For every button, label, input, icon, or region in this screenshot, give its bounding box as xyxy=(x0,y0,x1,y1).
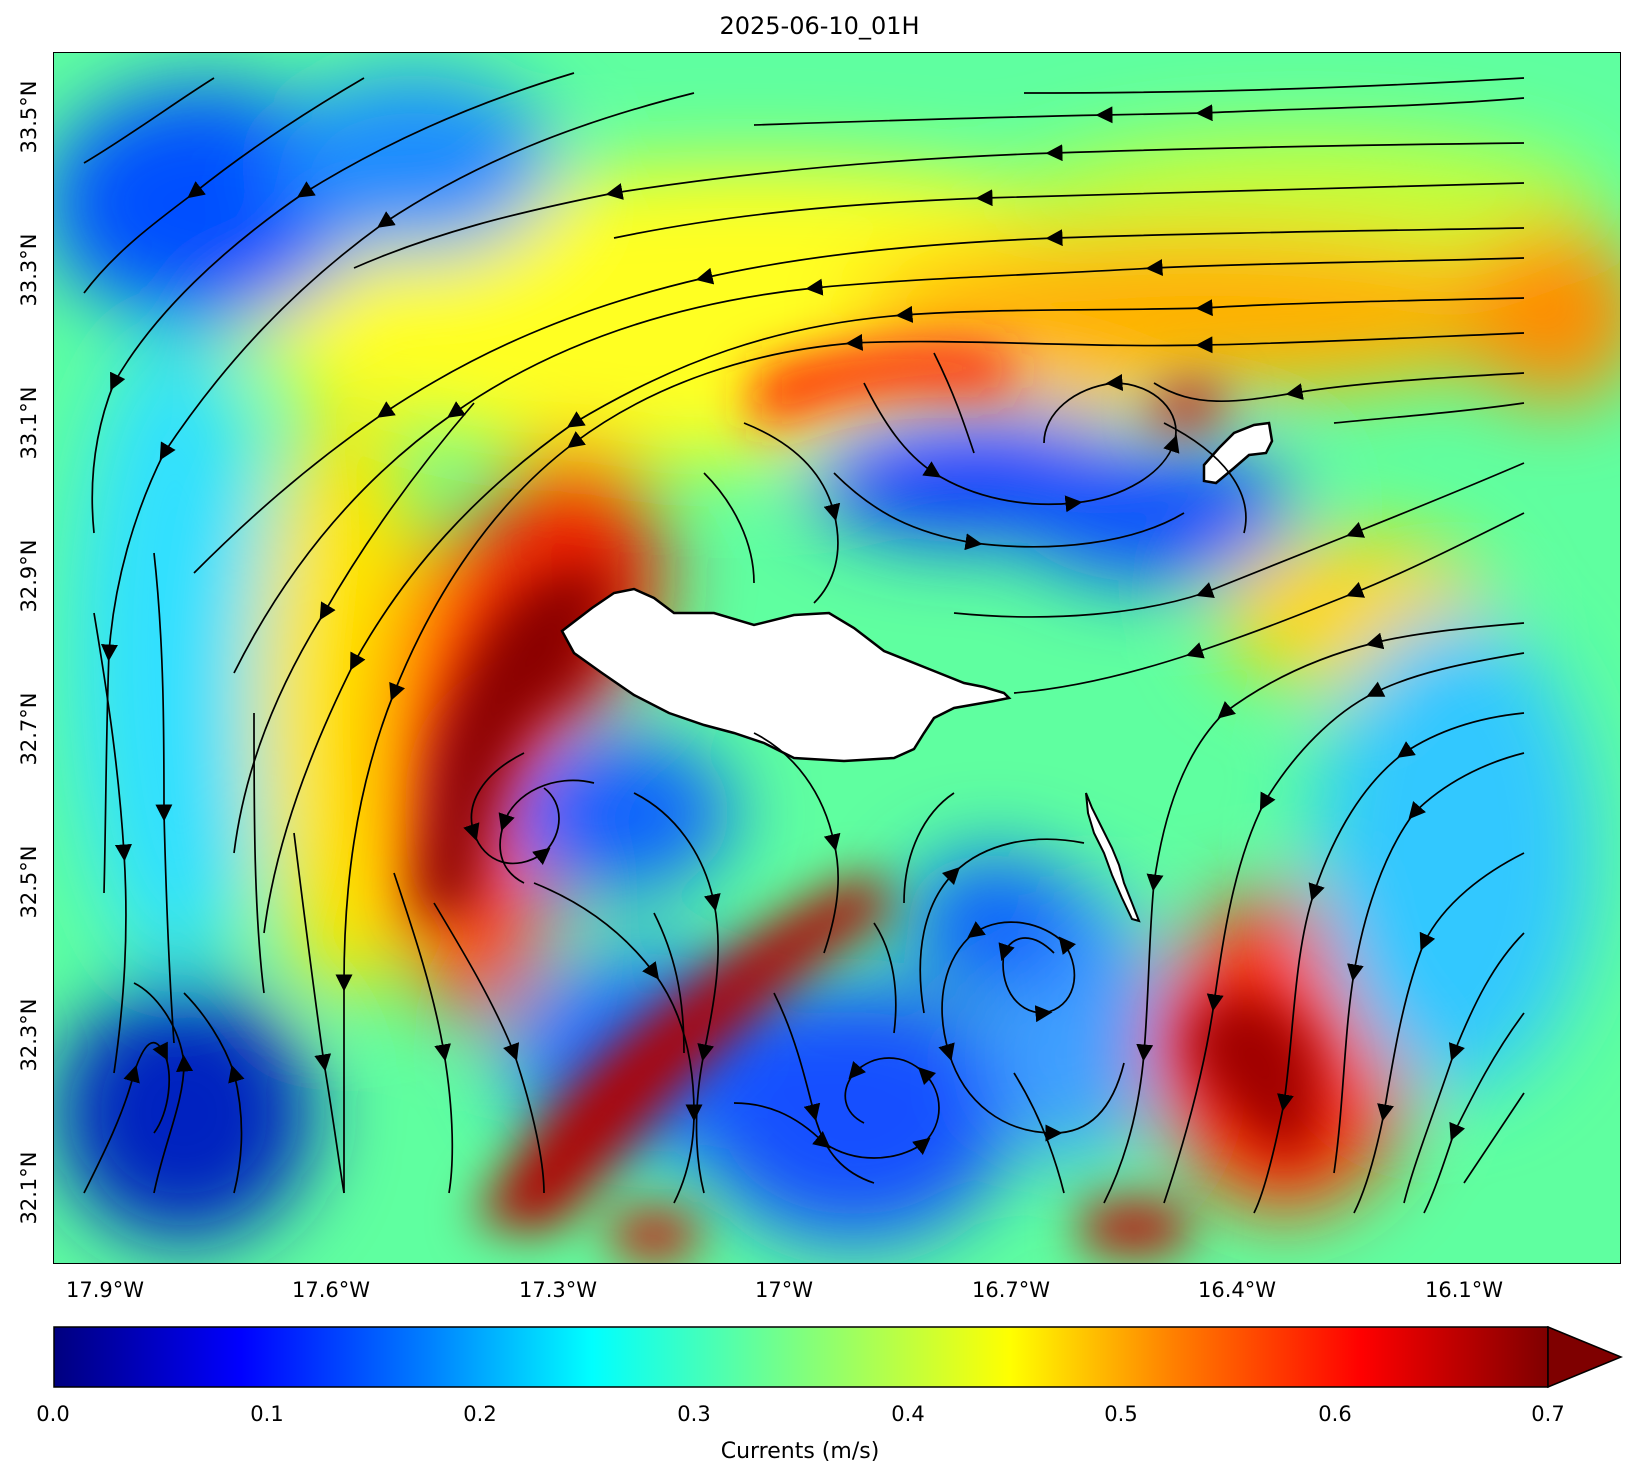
colorbar-tick: 0.3 xyxy=(677,1402,711,1426)
streamline xyxy=(83,1041,170,1194)
map-title: 2025-06-10_01H xyxy=(719,12,920,40)
streamline xyxy=(1353,852,1525,1214)
porto-santo-island xyxy=(1202,421,1274,485)
streamline xyxy=(933,352,975,454)
streamline xyxy=(1023,77,1525,94)
streamline xyxy=(533,882,703,1204)
streamline xyxy=(743,422,841,604)
streamline xyxy=(353,142,1525,269)
streamline xyxy=(133,982,194,1194)
streamline xyxy=(335,332,1525,1193)
streamline xyxy=(903,792,955,904)
streamline xyxy=(1163,652,1525,1204)
colorbar-tick: 0.2 xyxy=(463,1402,497,1426)
streamline xyxy=(1013,1072,1065,1194)
latitude-label: 32.7°N xyxy=(17,692,41,766)
streamline xyxy=(753,732,841,954)
streamline xyxy=(183,992,245,1194)
streamline xyxy=(1153,372,1525,403)
streamline xyxy=(953,462,1525,618)
colorbar-tick: 0.1 xyxy=(250,1402,284,1426)
colorbar-extend-arrow xyxy=(1547,1325,1623,1389)
streamline xyxy=(1333,752,1525,1174)
longitude-label: 17°W xyxy=(755,1278,813,1302)
colorbar xyxy=(53,1325,1623,1396)
streamline xyxy=(498,779,595,884)
streamline xyxy=(1423,1012,1525,1214)
streamline xyxy=(938,921,1125,1142)
streamline xyxy=(753,97,1525,126)
streamline xyxy=(233,402,475,854)
latitude-label: 32.3°N xyxy=(17,998,41,1072)
colorbar-tick: 0.5 xyxy=(1104,1402,1138,1426)
longitude-label: 16.7°W xyxy=(971,1278,1051,1302)
streamline xyxy=(463,752,560,865)
streamline xyxy=(1163,422,1247,534)
latitude-label: 33.5°N xyxy=(17,80,41,154)
colorbar-tick: 0.0 xyxy=(36,1402,70,1426)
streamline xyxy=(863,373,1180,513)
longitude-label: 17.3°W xyxy=(518,1278,598,1302)
streamline xyxy=(773,992,875,1184)
streamline xyxy=(393,872,454,1194)
colorbar-label: Currents (m/s) xyxy=(720,1439,880,1464)
longitude-label: 17.9°W xyxy=(65,1278,145,1302)
streamline xyxy=(100,92,695,894)
streamline xyxy=(873,922,897,1034)
streamline xyxy=(1103,622,1525,1204)
longitude-label: 16.4°W xyxy=(1197,1278,1277,1302)
latitude-label: 33.3°N xyxy=(17,233,41,307)
streamline xyxy=(1253,712,1525,1214)
latitude-label: 32.1°N xyxy=(17,1151,41,1225)
latitude-label: 32.5°N xyxy=(17,845,41,919)
streamline xyxy=(733,1057,940,1159)
streamline xyxy=(293,832,345,1194)
current-speed-map xyxy=(53,52,1621,1264)
latitude-label: 32.9°N xyxy=(17,539,41,613)
streamline xyxy=(633,792,721,1194)
longitude-label: 17.6°W xyxy=(291,1278,371,1302)
latitude-label: 33.1°N xyxy=(17,386,41,460)
streamline xyxy=(1403,932,1525,1204)
streamline xyxy=(1333,402,1525,424)
streamline xyxy=(613,182,1525,239)
current-streamlines xyxy=(83,72,1525,1214)
streamline xyxy=(1013,512,1525,694)
streamline xyxy=(153,552,175,1044)
streamline xyxy=(653,912,685,1054)
streamline xyxy=(703,472,755,584)
longitude-label: 16.1°W xyxy=(1424,1278,1504,1302)
streamline xyxy=(83,77,215,164)
streamline xyxy=(919,838,1085,1014)
colorbar-tick: 0.7 xyxy=(1531,1402,1565,1426)
streamline xyxy=(93,612,132,1074)
streamline xyxy=(253,712,265,994)
colorbar-gradient xyxy=(53,1326,1549,1388)
colorbar-tick: 0.6 xyxy=(1318,1402,1352,1426)
streamline xyxy=(433,902,545,1194)
colorbar-tick: 0.4 xyxy=(891,1402,925,1426)
streamline xyxy=(833,472,1185,551)
streamline xyxy=(1463,1092,1525,1184)
